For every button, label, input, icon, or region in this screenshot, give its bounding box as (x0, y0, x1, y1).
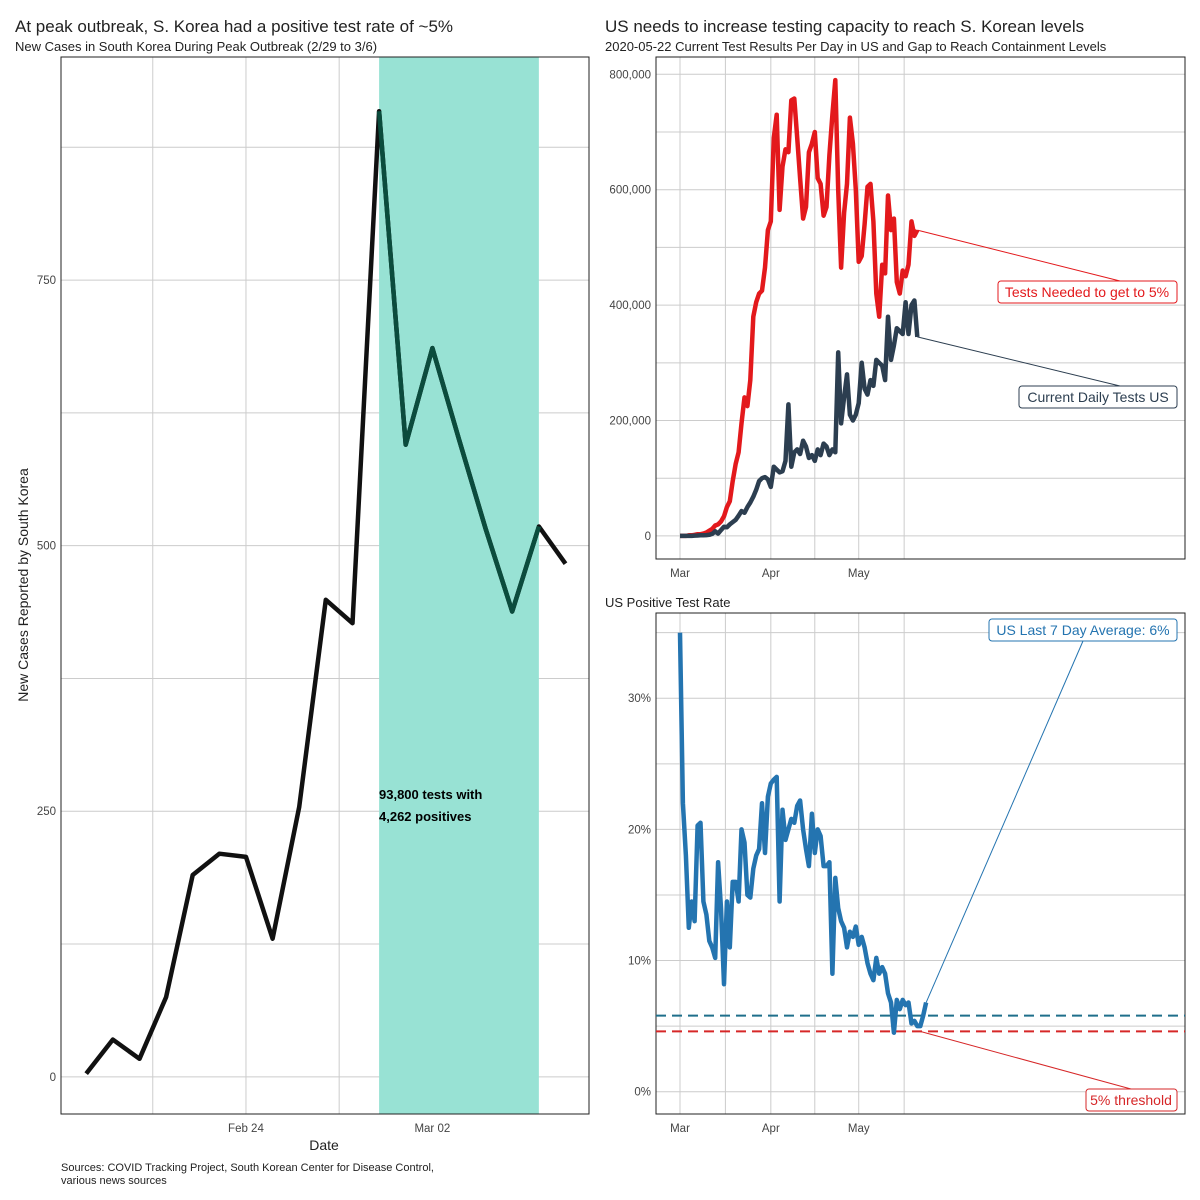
threshold-label: 5% threshold (1090, 1092, 1172, 1108)
top-right-chart-title: US needs to increase testing capacity to… (605, 17, 1084, 36)
threshold-leader-line (919, 1030, 1132, 1090)
br-x-tick: Mar (670, 1123, 690, 1135)
tr-y-tick: 600,000 (609, 185, 651, 197)
left-y-tick: 750 (37, 275, 56, 287)
threshold-label-box (1085, 1088, 1178, 1112)
tests-needed-leader-line (917, 229, 1121, 282)
left-plot-frame (60, 56, 590, 1115)
average-label-box (988, 618, 1178, 642)
top-right-gridlines (656, 57, 1185, 559)
left-panel: At peak outbreak, S. Korea had a positiv… (15, 17, 590, 1187)
bottom-right-panel: US Positive Test Rate 0% 10% 20% 30% Mar Apr… (605, 595, 1186, 1135)
top-right-y-tick-labels: 0 200,000 400,000 600,000 800,000 (609, 69, 651, 543)
tests-needed-label: Tests Needed to get to 5% (1005, 284, 1169, 300)
tr-x-tick: May (848, 568, 870, 580)
tr-y-tick: 200,000 (609, 416, 651, 428)
tr-y-tick: 400,000 (609, 300, 651, 312)
left-x-tick-labels: Feb 24 Mar 02 (228, 1123, 450, 1135)
tr-y-tick: 0 (645, 531, 651, 543)
left-y-axis-label: New Cases Reported by South Korea (15, 468, 31, 702)
left-y-tick: 500 (37, 541, 56, 553)
br-y-tick: 10% (628, 956, 651, 968)
bottom-right-x-tick-labels: Mar Apr May (670, 1123, 870, 1135)
bottom-right-plot-frame (655, 612, 1186, 1115)
br-x-tick: Apr (762, 1123, 780, 1135)
positive-rate-line (677, 632, 929, 1035)
current-tests-label: Current Daily Tests US (1027, 389, 1168, 405)
left-y-tick: 0 (50, 1072, 56, 1084)
br-y-tick: 0% (634, 1087, 651, 1099)
bottom-right-gridlines (656, 613, 1185, 1114)
current-tests-line (680, 298, 920, 539)
tr-x-tick: Mar (670, 568, 690, 580)
left-x-tick: Feb 24 (228, 1123, 264, 1135)
left-y-tick-labels: 0 250 500 750 (37, 275, 56, 1084)
tr-y-tick: 800,000 (609, 69, 651, 81)
peak-outbreak-highlight (379, 57, 539, 1114)
br-y-tick: 20% (628, 824, 651, 836)
tests-needed-line (680, 77, 920, 539)
top-right-plot-frame (655, 56, 1186, 560)
bottom-right-chart-title: US Positive Test Rate (605, 595, 730, 610)
bottom-right-y-tick-labels: 0% 10% 20% 30% (628, 693, 651, 1098)
br-x-tick: May (848, 1123, 870, 1135)
tests-annotation-line1: 93,800 tests with (379, 787, 482, 802)
left-y-tick: 250 (37, 806, 56, 818)
current-tests-leader-line (917, 336, 1121, 387)
tr-x-tick: Apr (762, 568, 780, 580)
left-chart-subtitle: New Cases in South Korea During Peak Out… (15, 39, 377, 54)
br-y-tick: 30% (628, 693, 651, 705)
top-right-panel: US needs to increase testing capacity to… (605, 17, 1186, 580)
tests-needed-label-box (997, 280, 1178, 304)
average-label: US Last 7 Day Average: 6% (996, 622, 1169, 638)
average-leader-line (925, 640, 1084, 1003)
left-chart-title: At peak outbreak, S. Korea had a positiv… (15, 17, 453, 36)
left-x-tick: Mar 02 (414, 1123, 450, 1135)
korea-cases-line-highlighted (376, 111, 542, 614)
left-x-axis-label: Date (309, 1137, 339, 1153)
top-right-chart-subtitle: 2020-05-22 Current Test Results Per Day … (605, 39, 1107, 54)
sources-caption-line2: various news sources (61, 1175, 167, 1187)
sources-caption-line1: Sources: COVID Tracking Project, South K… (61, 1162, 434, 1174)
tests-annotation-line2: 4,262 positives (379, 809, 472, 824)
current-tests-label-box (1018, 385, 1178, 409)
top-right-x-tick-labels: Mar Apr May (670, 568, 870, 580)
